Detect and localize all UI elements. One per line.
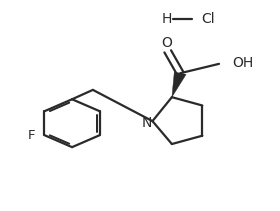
Text: F: F bbox=[27, 129, 35, 142]
Text: Cl: Cl bbox=[201, 12, 214, 26]
Text: O: O bbox=[161, 37, 172, 50]
Polygon shape bbox=[172, 72, 186, 97]
Text: H: H bbox=[161, 12, 172, 26]
Text: OH: OH bbox=[232, 56, 254, 70]
Text: N: N bbox=[141, 116, 151, 130]
